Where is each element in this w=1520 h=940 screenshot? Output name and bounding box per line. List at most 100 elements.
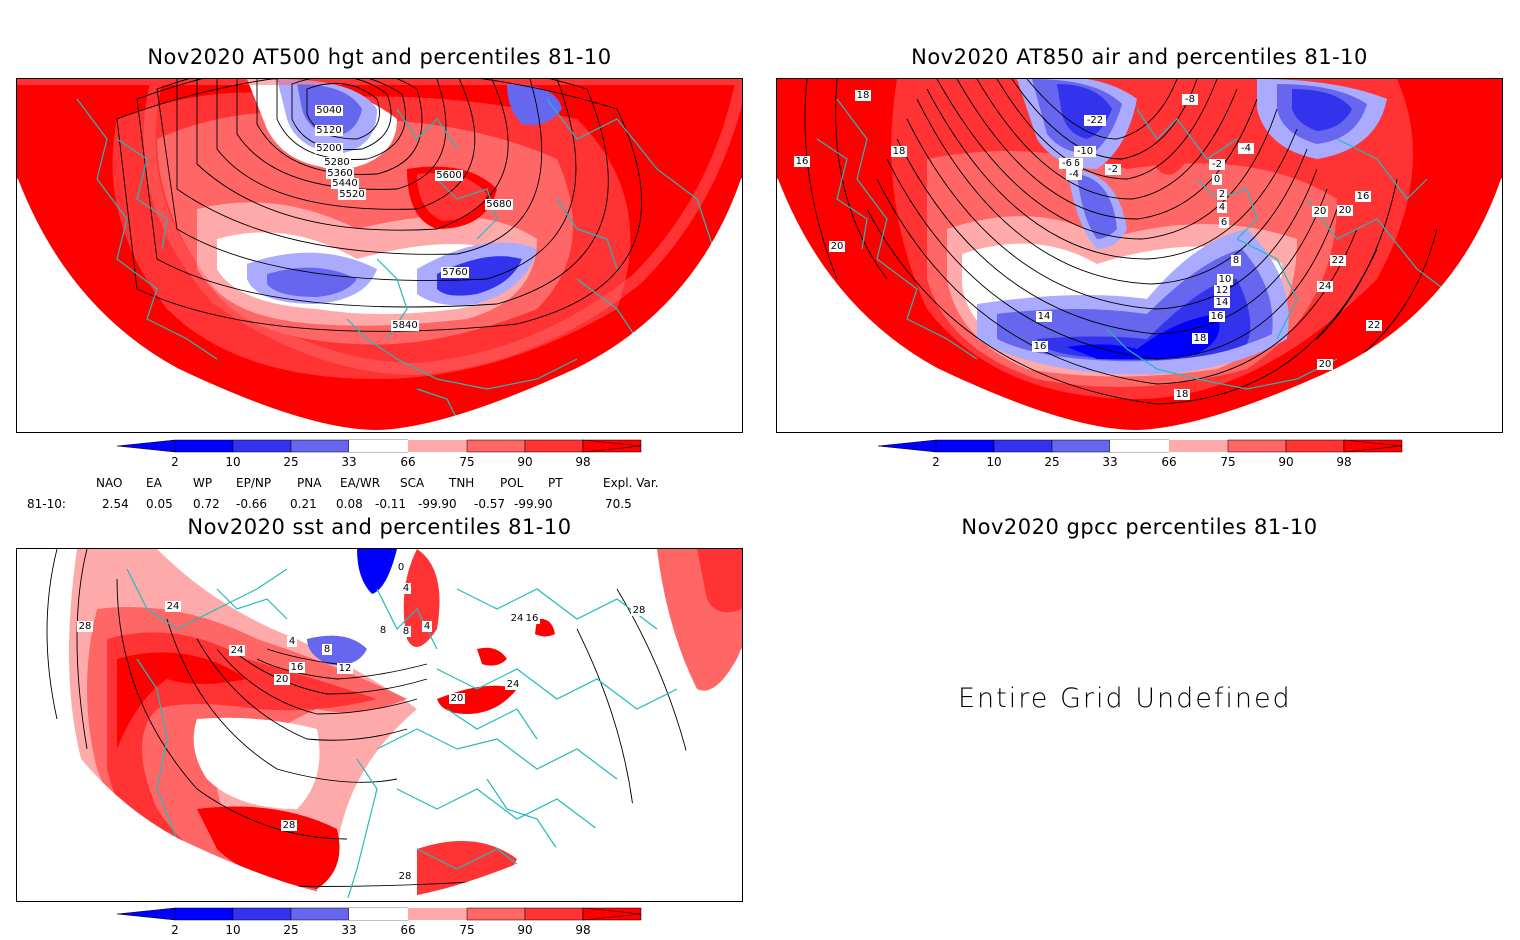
hgt-cb-tick-label: 2 — [171, 455, 179, 468]
air-contour-label-bg — [1105, 164, 1121, 175]
sst-contour-label-bg — [322, 644, 332, 655]
hgt-contour-label: 5040 — [316, 105, 341, 116]
sst-contour-label-bg — [449, 693, 465, 704]
hgt-cb-high-arrow — [582, 439, 642, 453]
air-contour-label-bg — [1217, 274, 1233, 285]
air-contour-label-bg — [1059, 158, 1075, 169]
air-contour-label-bg — [1209, 311, 1225, 322]
hgt-contour-label-bg — [338, 189, 366, 200]
air-contour-label: 6 — [1221, 217, 1227, 228]
air-cb-box-6 — [1285, 439, 1345, 453]
sst-contour-label: 4 — [289, 636, 295, 647]
sst-contour-label-bg — [505, 679, 521, 690]
air-colorbar: 2 10 25 33 66 75 90 98 — [877, 439, 1403, 468]
air-cb-box-0 — [935, 439, 995, 453]
air-contour-label-bg — [1355, 191, 1371, 202]
air-cb-tick-label: 66 — [1161, 455, 1176, 468]
hgt-contour-label-bg — [331, 178, 359, 189]
idx-h-tnh: TNH — [449, 476, 475, 490]
hgt-contour-label: 5680 — [486, 199, 511, 210]
sst-cb-high-arrow — [582, 907, 642, 921]
air-contour-label: 22 — [1368, 320, 1381, 331]
idx-v-nao: 2.54 — [102, 497, 129, 511]
sst-contour-label-bg — [401, 626, 411, 637]
air-contour-label: 20 — [831, 241, 844, 252]
hgt-cb-tick-label: 25 — [283, 455, 298, 468]
sst-contour-label: 24 — [167, 601, 180, 612]
hgt-contour-label: 5280 — [324, 157, 349, 168]
air-map-svg: 18181620-8-6-22-10-6-4-2-4-2024681012141… — [777, 79, 1502, 432]
air-cb-tick-label: 33 — [1102, 455, 1117, 468]
sst-contour-label: 20 — [451, 693, 464, 704]
idx-h-sca: SCA — [400, 476, 425, 490]
hgt-contour-label: 5760 — [442, 267, 467, 278]
idx-v-ea: 0.05 — [146, 497, 173, 511]
sst-contour-label-bg — [509, 613, 525, 624]
sst-contour-label: 28 — [399, 871, 412, 882]
air-cb-tick-label: 10 — [986, 455, 1001, 468]
air-contour-label-bg — [1066, 169, 1082, 180]
air-contour-label: 16 — [1211, 311, 1224, 322]
hgt-cb-box-1 — [232, 439, 292, 453]
sst-cb-tick-label: 90 — [517, 923, 532, 936]
idx-v-explvar: 70.5 — [605, 497, 632, 511]
hgt-contour-label-bg — [485, 199, 513, 210]
air-contour-label-bg — [1217, 202, 1227, 213]
air-contour-label: -10 — [1077, 146, 1093, 157]
air-contour-label: 18 — [1176, 389, 1189, 400]
hgt-cb-box-4 — [408, 440, 467, 452]
sst-contour-label-bg — [631, 605, 647, 616]
sst-contour-label: 24 — [507, 679, 520, 690]
sst-cb-tick-label: 75 — [459, 923, 474, 936]
air-map: 18181620-8-6-22-10-6-4-2-4-2024681012141… — [776, 78, 1503, 433]
sst-contour-label-bg — [524, 613, 540, 624]
air-contour-label: 16 — [796, 156, 809, 167]
air-contour-label-bg — [1317, 281, 1333, 292]
idx-v-pol: -0.57 — [474, 497, 506, 511]
hgt-cb-tick-label: 98 — [575, 455, 590, 468]
air-contour-label: 16 — [1357, 191, 1370, 202]
air-cb-tick-label: 25 — [1044, 455, 1059, 468]
sst-contour-label: 4 — [403, 583, 409, 594]
air-contour-label: 2 — [1219, 189, 1225, 200]
air-contour-label-bg — [1217, 189, 1227, 200]
hgt-contour-label: 5520 — [339, 189, 364, 200]
sst-cb-box-5 — [466, 907, 526, 921]
air-contour-label-bg — [1317, 359, 1333, 370]
air-contour-label-bg — [1231, 255, 1241, 266]
air-contour-label: -8 — [1185, 94, 1195, 105]
air-contour-label: -2 — [1212, 159, 1222, 170]
idx-h-explvar: Expl. Var. — [603, 476, 659, 490]
air-cb-tick-label: 98 — [1336, 455, 1351, 468]
air-contour-label: 18 — [893, 146, 906, 157]
sst-cb-tick-label: 66 — [400, 923, 415, 936]
sst-cb-tick-label: 33 — [341, 923, 356, 936]
sst-contour-label: 8 — [403, 626, 409, 637]
hgt-cb-box-2 — [290, 439, 350, 453]
air-contour-label: 16 — [1034, 341, 1047, 352]
idx-v-sca: -0.11 — [375, 497, 407, 511]
hgt-contour-label-bg — [315, 105, 343, 116]
hgt-cb-low-arrow — [116, 439, 176, 453]
idx-h-pt: PT — [548, 476, 563, 490]
air-cb-tick-label: 90 — [1278, 455, 1293, 468]
air-cb-low-arrow — [877, 439, 937, 453]
air-contour-label-bg — [1182, 94, 1198, 105]
air-contour-label: 20 — [1314, 206, 1327, 217]
sst-contour-label: 0 — [398, 562, 404, 573]
sst-contour-label: 28 — [79, 621, 92, 632]
sst-contour-label: 28 — [283, 820, 296, 831]
sst-cb-tick-label: 2 — [171, 923, 179, 936]
air-contour-label: -6 — [1062, 158, 1072, 169]
idx-v-eawr: 0.08 — [336, 497, 363, 511]
air-contour-label: -22 — [1087, 115, 1103, 126]
air-contour-label: 14 — [1216, 297, 1229, 308]
sst-contour-label-bg — [396, 562, 406, 573]
sst-contour-label-bg — [422, 621, 432, 632]
air-contour-label: 18 — [857, 90, 870, 101]
sst-contour-label: 12 — [339, 663, 352, 674]
air-contour-label-bg — [1212, 174, 1222, 185]
air-contour-label: 24 — [1319, 281, 1332, 292]
sst-cb-box-4 — [408, 908, 467, 920]
air-contour-label: 22 — [1332, 255, 1345, 266]
